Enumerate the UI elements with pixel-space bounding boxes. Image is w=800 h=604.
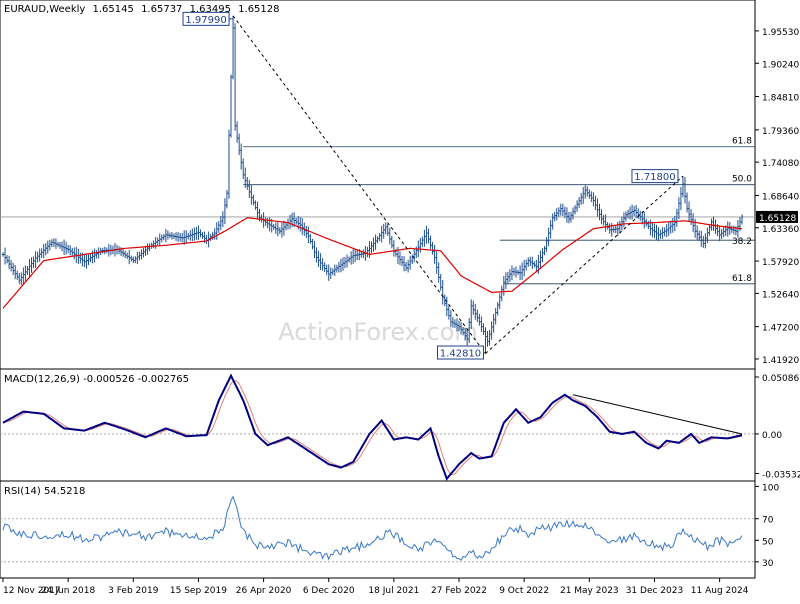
y-tick-label: 1.90240 bbox=[762, 60, 799, 70]
x-tick-label: 12 Nov 2017 bbox=[3, 586, 61, 596]
fib-61-8-lower-label: 61.8 bbox=[732, 274, 752, 284]
price-y-axis: 1.95530 1.90240 1.84810 1.79360 1.74080 1.686… bbox=[755, 28, 799, 366]
macd-y-tick-label: -0.035322 bbox=[762, 471, 800, 481]
ohlc-close: 1.65128 bbox=[238, 4, 279, 15]
svg-text:1.65128: 1.65128 bbox=[759, 214, 796, 224]
moving-average-line bbox=[2, 217, 743, 309]
price-annotations: 61.8 50.0 38.2 61.8 1.97990 1.42810 1.71800 bbox=[182, 11, 752, 360]
y-tick-label: 1.52640 bbox=[762, 290, 799, 300]
x-tick-label: 31 Dec 2023 bbox=[626, 586, 684, 596]
current-price-tag: 1.65128 bbox=[756, 210, 798, 224]
rsi-panel: RSI(14) 54.5218 100 70 50 30 bbox=[0, 480, 779, 579]
peak-label: 1.97990 bbox=[182, 11, 230, 26]
x-tick-label: 27 Feb 2022 bbox=[431, 586, 487, 596]
price-fib-lines bbox=[0, 146, 755, 285]
x-tick-label: 3 Feb 2019 bbox=[108, 586, 159, 596]
fib-61-8-upper-label: 61.8 bbox=[732, 137, 752, 147]
y-tick-label: 1.79360 bbox=[762, 127, 799, 137]
x-tick-label: 24 Jun 2018 bbox=[41, 586, 95, 596]
y-tick-label: 1.47200 bbox=[762, 324, 799, 334]
rsi-levels bbox=[0, 518, 755, 563]
rsi-y-tick-label: 50 bbox=[762, 537, 774, 547]
rsi-line bbox=[2, 495, 743, 561]
ohlc-high: 1.65737 bbox=[141, 4, 182, 15]
watermark: ActionForex.com bbox=[278, 318, 478, 346]
rsi-title: RSI(14) 54.5218 bbox=[4, 486, 85, 497]
price-bar bbox=[740, 214, 744, 225]
rsi-y-tick-label: 30 bbox=[762, 559, 774, 569]
macd-y-tick-label: 0.00 bbox=[762, 431, 782, 441]
swing-dashed-line-down bbox=[232, 15, 486, 354]
x-tick-label: 15 Sep 2019 bbox=[170, 586, 227, 596]
rsi-y-axis: 100 70 50 30 bbox=[755, 483, 779, 569]
macd-line bbox=[2, 373, 743, 481]
svg-text:1.42810: 1.42810 bbox=[440, 349, 481, 360]
x-tick-label: 11 Aug 2024 bbox=[691, 586, 749, 596]
price-panel: ActionForex.com 61.850.038.261.81.979901… bbox=[0, 0, 799, 370]
svg-text:1.97990: 1.97990 bbox=[185, 15, 226, 26]
y-tick-label: 1.95530 bbox=[762, 28, 799, 38]
symbol-title: EURAUD,Weekly bbox=[4, 4, 85, 15]
rsi-y-tick-label: 100 bbox=[762, 483, 779, 493]
y-tick-label: 1.57920 bbox=[762, 258, 799, 268]
fib-50-0-label: 50.0 bbox=[732, 175, 752, 185]
macd-trendline bbox=[572, 394, 743, 435]
ohlc-open: 1.65145 bbox=[93, 4, 134, 15]
macd-title: MACD(12,26,9) -0.000526 -0.002765 bbox=[4, 374, 189, 385]
x-tick-label: 26 Apr 2020 bbox=[236, 586, 292, 596]
y-tick-label: 1.63360 bbox=[762, 225, 799, 235]
x-tick-label: 21 May 2023 bbox=[560, 586, 619, 596]
macd-panel: MACD(12,26,9) -0.000526 -0.002765 0.0508… bbox=[0, 368, 800, 482]
trough-label: 1.42810 bbox=[436, 345, 484, 360]
rsi-y-tick-label: 70 bbox=[762, 516, 774, 526]
y-tick-label: 1.84810 bbox=[762, 94, 799, 104]
rsi-panel-frame bbox=[0, 480, 756, 579]
macd-y-axis: 0.050863 0.00 -0.035322 bbox=[755, 374, 800, 481]
x-tick-label: 9 Oct 2022 bbox=[499, 586, 549, 596]
ohlc-low: 1.63495 bbox=[190, 4, 231, 15]
y-tick-label: 1.41920 bbox=[762, 356, 799, 366]
price-title: EURAUD,Weekly 1.65145 1.65737 1.63495 1.… bbox=[4, 4, 280, 15]
macd-y-tick-label: 0.050863 bbox=[762, 374, 800, 384]
x-tick-label: 18 Jul 2021 bbox=[368, 586, 419, 596]
swing-dashed-line-up bbox=[485, 175, 684, 354]
swing-label: 1.71800 bbox=[631, 169, 679, 184]
fib-38-2-label: 38.2 bbox=[732, 237, 752, 247]
y-tick-label: 1.68640 bbox=[762, 192, 799, 202]
svg-text:1.71800: 1.71800 bbox=[634, 172, 675, 183]
x-tick-label: 6 Dec 2020 bbox=[303, 586, 355, 596]
y-tick-label: 1.74080 bbox=[762, 159, 799, 169]
